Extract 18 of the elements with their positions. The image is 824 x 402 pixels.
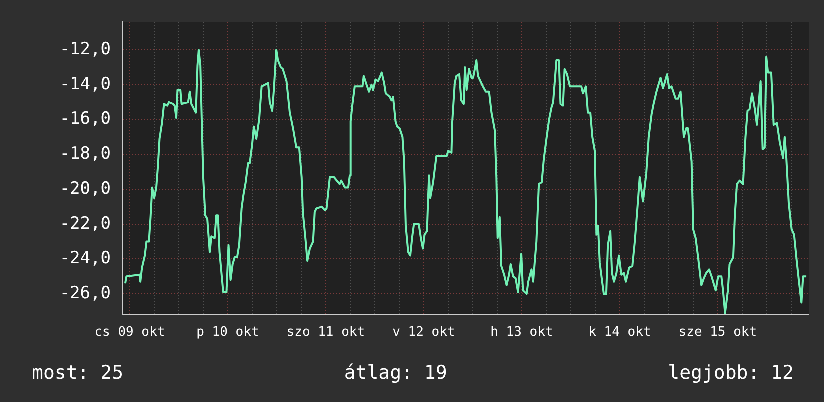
y-tick-label: -18,0 <box>60 144 111 164</box>
y-tick-label: -12,0 <box>60 40 111 60</box>
text: legjobb: 12 <box>668 362 794 384</box>
x-tick-label: v 12 okt <box>392 325 456 340</box>
y-tick-label: -26,0 <box>60 284 111 304</box>
x-tick-label: szo 11 okt <box>286 325 366 340</box>
text: átlag: 19 <box>344 362 448 384</box>
x-tick-label: p 10 okt <box>196 325 260 340</box>
x-tick-label: cs 09 okt <box>94 325 166 340</box>
y-tick-label: -16,0 <box>60 109 111 130</box>
text: most: 25 <box>32 362 124 384</box>
y-tick-label: -24,0 <box>60 248 111 269</box>
x-tick-label: h 13 okt <box>490 325 554 340</box>
x-tick-label: k 14 okt <box>588 325 652 340</box>
y-tick-label: -22,0 <box>60 214 111 234</box>
x-tick-label: sze 15 okt <box>678 325 758 340</box>
y-tick-label: -14,0 <box>60 74 111 94</box>
y-tick-label: -20,0 <box>60 178 111 199</box>
